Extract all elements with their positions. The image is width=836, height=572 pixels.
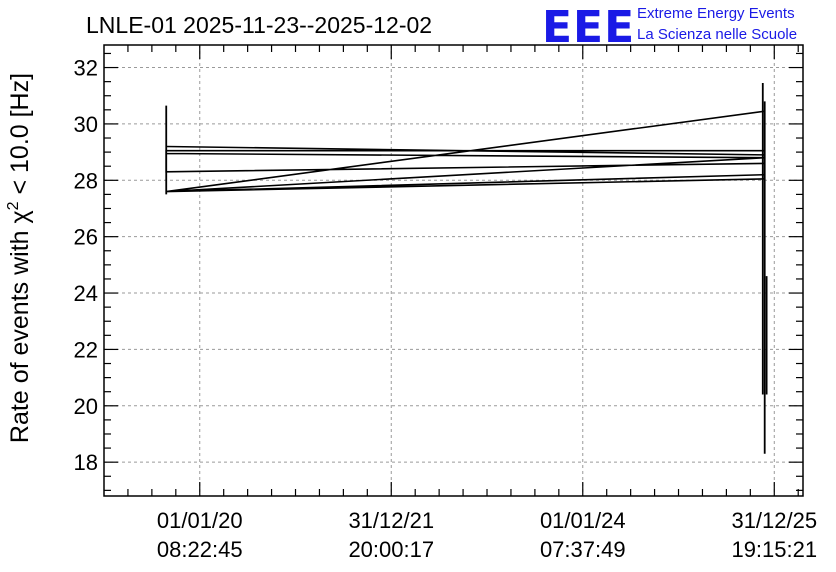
- y-tick-label: 18: [74, 450, 98, 475]
- y-tick-label: 28: [74, 168, 98, 193]
- plot-frame: [103, 44, 804, 497]
- logo-letters: EEE: [542, 2, 635, 53]
- x-tick-label-time: 07:37:49: [540, 537, 626, 562]
- x-tick-label-date: 01/01/20: [157, 508, 243, 533]
- x-tick-label-date: 31/12/21: [348, 508, 434, 533]
- y-tick-label: 22: [74, 337, 98, 362]
- y-axis-label: Rate of events with χ2 < 10.0 [Hz]: [5, 73, 34, 443]
- x-tick-label-time: 08:22:45: [157, 537, 243, 562]
- x-tick-label-date: 01/01/24: [540, 508, 626, 533]
- x-tick-label-date: 31/12/25: [731, 508, 817, 533]
- y-tick-label: 24: [74, 281, 98, 306]
- tick-label-layer: 18 20 22 24 26 28 30 32 01/01/20 08:22:45 31/12/21…: [74, 56, 818, 562]
- x-tick-label-time: 20:00:17: [348, 537, 434, 562]
- y-tick-label: 20: [74, 394, 98, 419]
- logo-line-1: Extreme Energy Events: [637, 5, 795, 22]
- grid-layer: [104, 45, 803, 496]
- tick-layer: [104, 45, 803, 496]
- y-tick-label: 30: [74, 112, 98, 137]
- series-line: [165, 110, 766, 193]
- x-tick-label-time: 19:15:21: [731, 537, 817, 562]
- chart-title: LNLE-01 2025-11-23--2025-12-02: [86, 12, 432, 38]
- data-layer: [165, 83, 768, 454]
- y-tick-label: 26: [74, 225, 98, 250]
- logo-line-2: La Scienza nelle Scuole: [637, 26, 797, 43]
- eee-logo: EEE Extreme Energy Events La Scienza nel…: [542, 2, 797, 53]
- y-tick-label: 32: [74, 56, 98, 81]
